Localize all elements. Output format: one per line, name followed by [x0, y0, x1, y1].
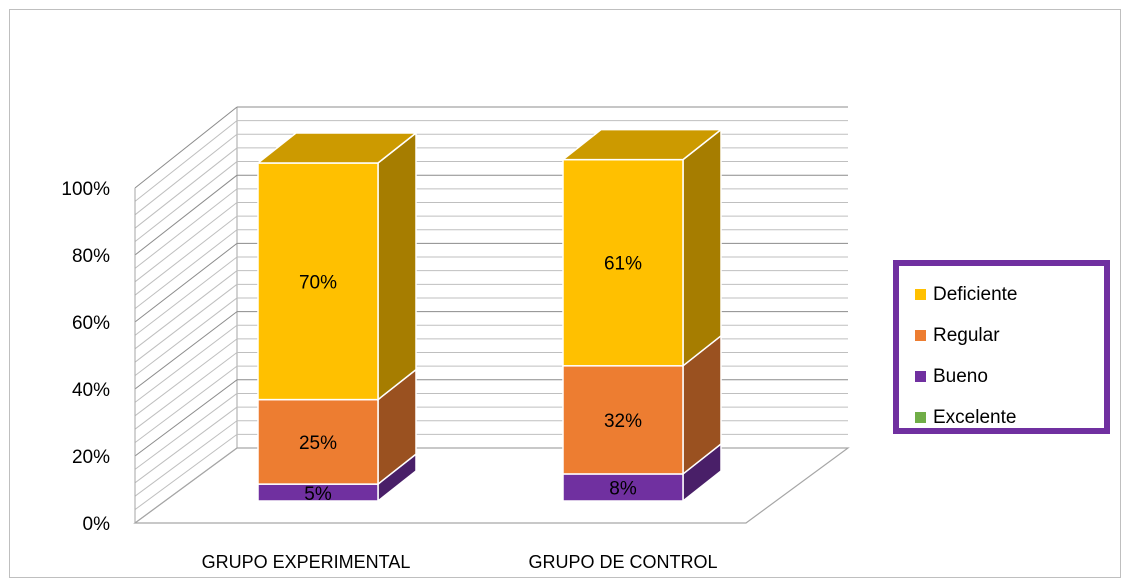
gridline-side [134, 406, 238, 484]
legend-swatch-regular [915, 330, 926, 341]
gridline-side [134, 338, 238, 417]
data-label: 32% [604, 411, 642, 432]
y-tick-label: 80% [72, 246, 110, 267]
category-labels: GRUPO EXPERIMENTAL GRUPO DE CONTROL [202, 552, 718, 572]
bar-top-face [255, 132, 419, 164]
legend-swatch-bueno [915, 371, 926, 382]
gridline-side [134, 147, 238, 229]
gridline-side [134, 133, 238, 216]
gridline-side [134, 393, 238, 470]
bar-front-face [257, 162, 379, 401]
gridline-side [134, 256, 238, 336]
category-label: GRUPO DE CONTROL [528, 552, 717, 572]
bar-segment-bueno [562, 442, 722, 503]
chart-walls [133, 106, 850, 524]
bar-segment-deficiente [560, 128, 724, 368]
legend-swatch-excelente [915, 412, 926, 423]
gridline-side [134, 215, 238, 296]
y-tick-label: 60% [72, 313, 110, 334]
gridline-side [134, 379, 238, 457]
bar-segment-regular [562, 334, 722, 476]
bar-front-face [562, 365, 684, 475]
legend-item-bueno: Bueno [915, 356, 1104, 397]
legend-label-deficiente: Deficiente [933, 283, 1018, 305]
gridline-side [134, 174, 238, 256]
legend-swatch-deficiente [915, 289, 926, 300]
y-tick-label: 20% [72, 447, 110, 468]
gridline-side [134, 283, 238, 363]
gridline-side [134, 365, 238, 444]
bar-side-face [377, 131, 417, 402]
data-label: 70% [299, 272, 337, 293]
gridline-side [134, 324, 238, 403]
gridline-side [134, 270, 238, 350]
gridline-side [134, 229, 238, 309]
legend-label-excelente: Excelente [933, 406, 1017, 428]
legend-item-excelente: Excelente [915, 397, 1104, 438]
data-label: 61% [604, 254, 642, 275]
gridline-side [134, 243, 238, 323]
bars [255, 128, 724, 503]
legend: Deficiente Regular Bueno Excelente [893, 260, 1110, 434]
bar-front-face [257, 398, 379, 485]
gridline-side [134, 202, 238, 283]
bar-front-face [562, 158, 684, 367]
y-tick-label: 40% [72, 380, 110, 401]
data-label: 5% [304, 484, 332, 505]
gridline-side [134, 120, 238, 202]
bar-segment-deficiente [255, 131, 419, 402]
bar-side-face [682, 128, 722, 368]
chart-floor [133, 447, 850, 524]
data-labels: 5% 25% 70% 8% 32% 61% [299, 254, 642, 505]
legend-label-bueno: Bueno [933, 365, 988, 387]
data-label: 25% [299, 433, 337, 454]
gridline-side [134, 161, 238, 242]
legend-item-deficiente: Deficiente [915, 274, 1104, 315]
y-tick-label: 0% [83, 514, 111, 535]
gridline-side [134, 433, 238, 511]
gridline-side [134, 188, 238, 269]
bar-front-face [562, 473, 684, 502]
legend-item-regular: Regular [915, 315, 1104, 356]
legend-label-regular: Regular [933, 324, 1000, 346]
bar-segment-regular [257, 368, 417, 486]
gridline-side [134, 352, 238, 430]
bar-segment-bueno [257, 452, 417, 503]
y-axis-ticks: 0% 20% 40% 60% 80% 100% [61, 179, 110, 535]
y-tick-label: 100% [61, 179, 110, 200]
gridline-side [134, 420, 238, 497]
bar-top-face [560, 128, 724, 161]
gridline-side [134, 106, 238, 189]
data-label: 8% [609, 478, 637, 499]
gridline-side [134, 311, 238, 390]
gridline-side [134, 297, 238, 376]
category-label: GRUPO EXPERIMENTAL [202, 552, 411, 572]
